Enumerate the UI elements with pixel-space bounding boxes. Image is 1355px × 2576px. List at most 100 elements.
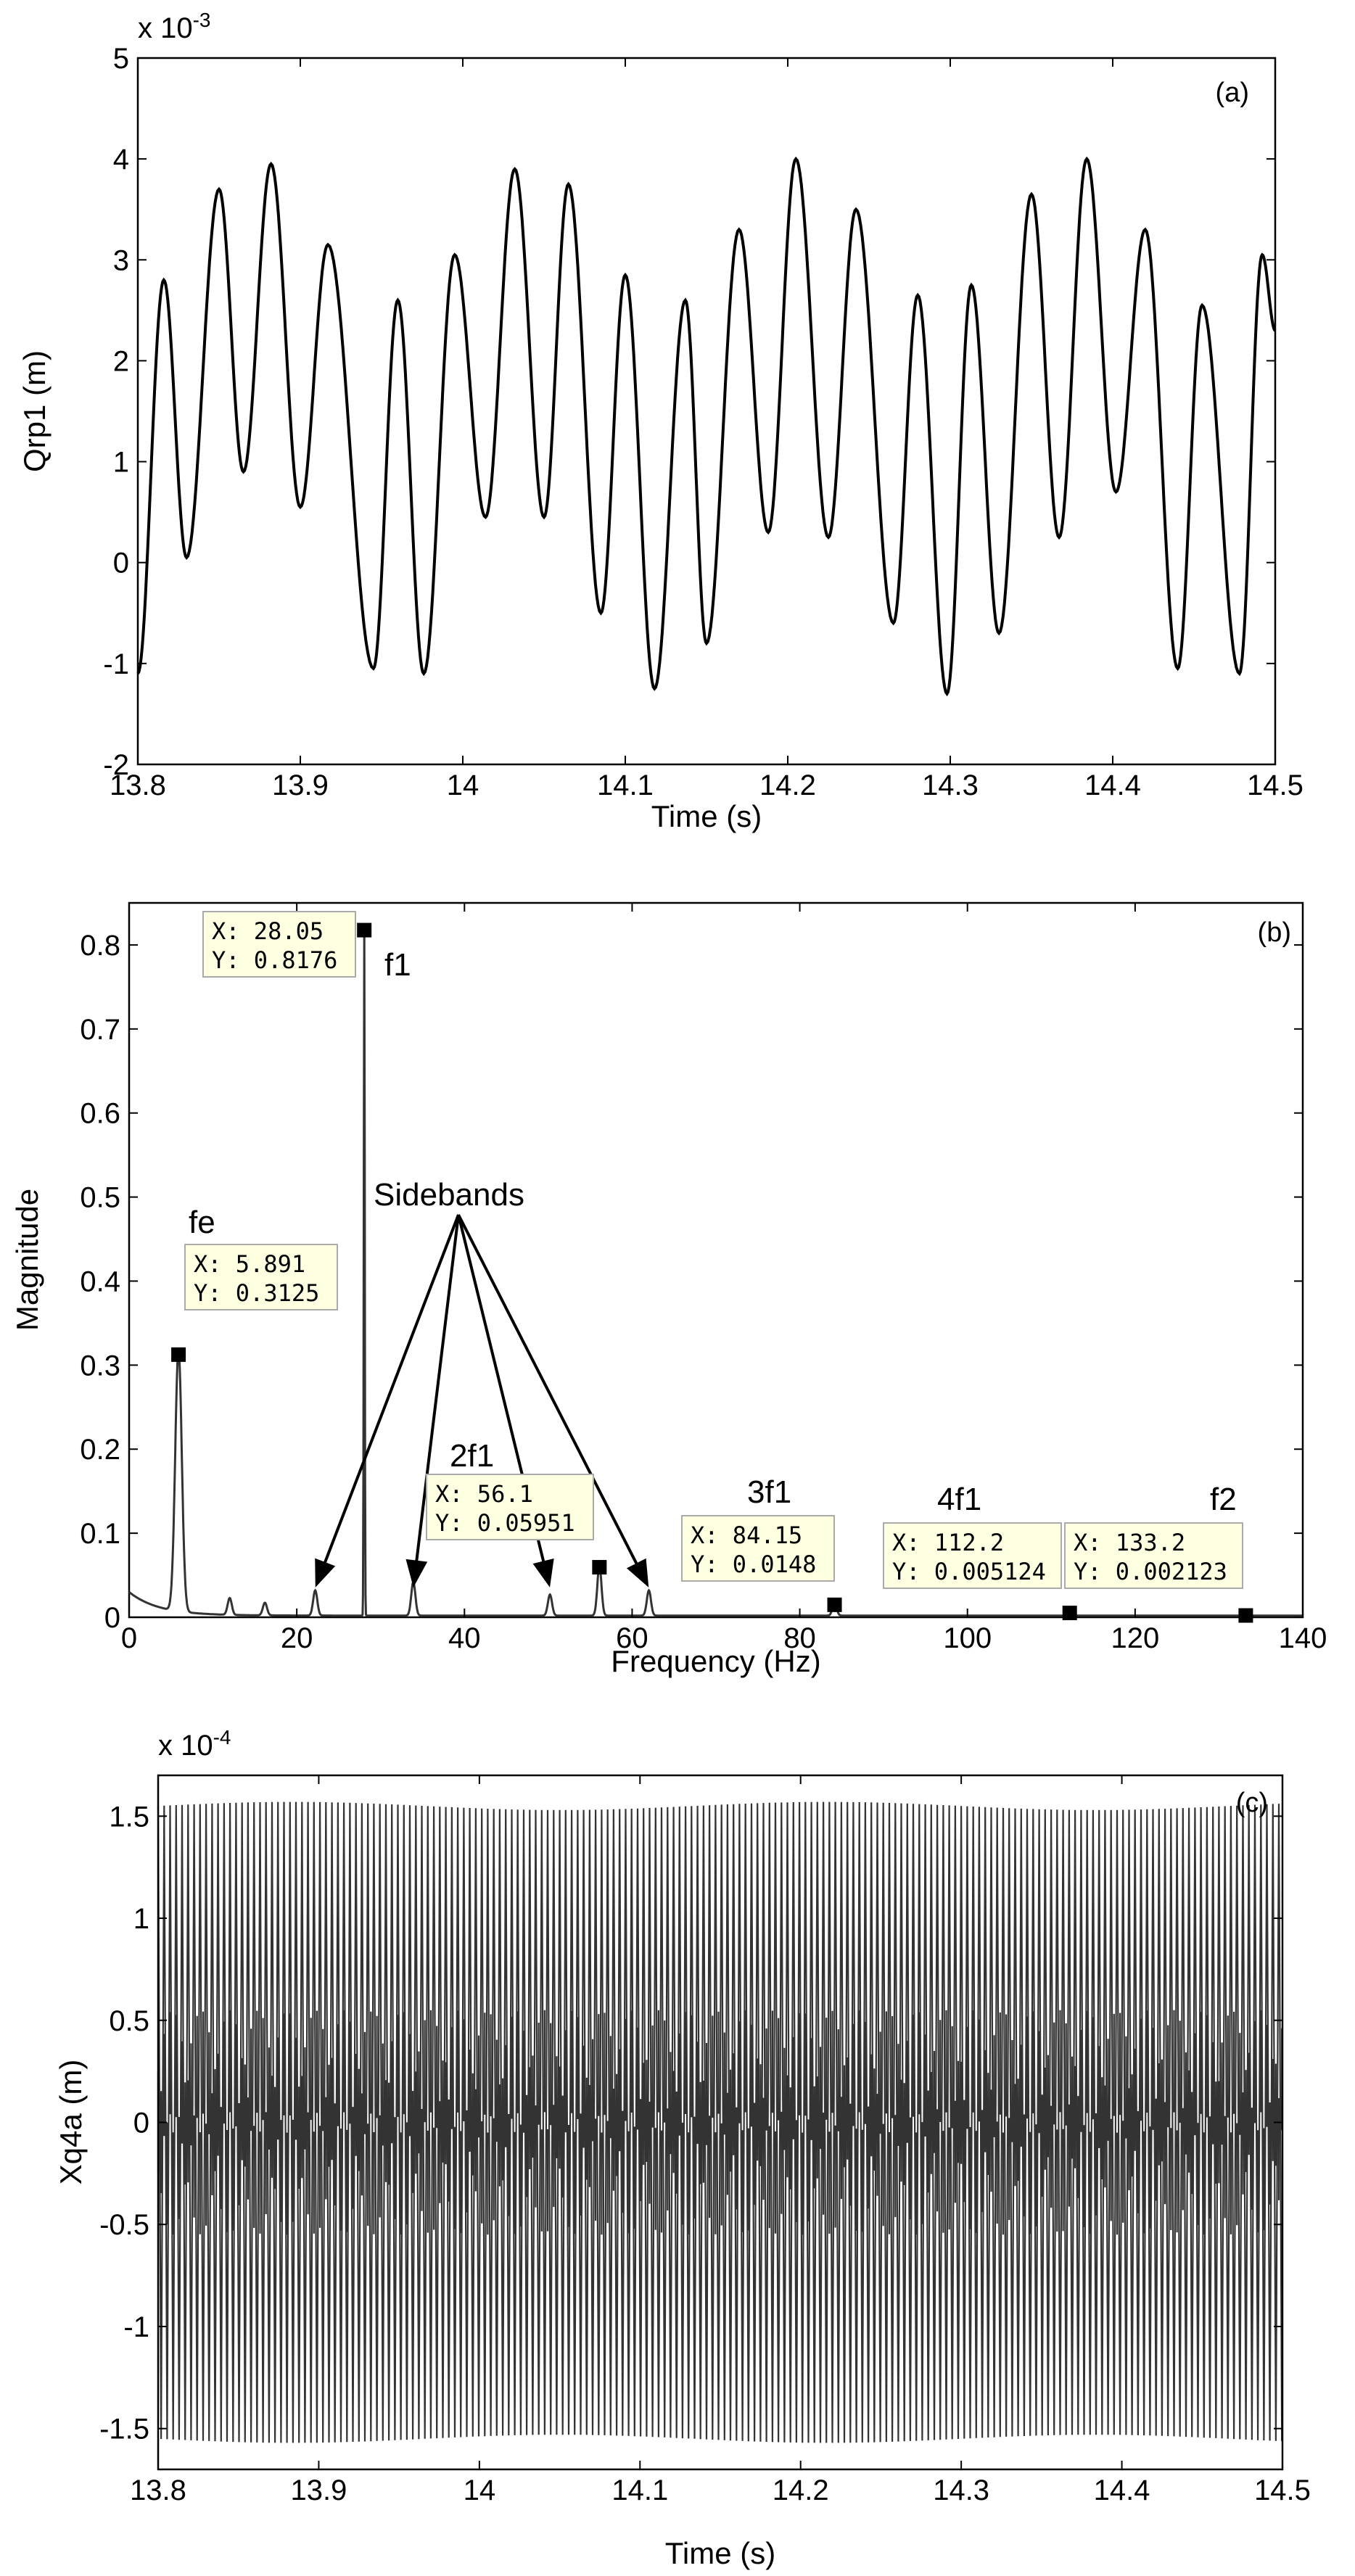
datatip-2f1-y: Y: 0.05951 (435, 1509, 575, 1537)
y-tick-label: 0 (113, 548, 129, 579)
datatip-f2-box (1064, 1522, 1243, 1589)
x-tick-label: 140 (1279, 1622, 1327, 1654)
datatip-fe-x: X: 5.891 (194, 1250, 305, 1278)
datatip-f1[interactable]: X: 28.05 Y: 0.8176 (202, 911, 356, 978)
y-tick-label: -1.5 (99, 2414, 149, 2445)
datatip-marker[interactable] (357, 922, 372, 938)
plot-frame-a (136, 57, 1277, 766)
y-tick-label: 1 (113, 447, 129, 479)
y-tick-label: 0.1 (80, 1518, 120, 1550)
x-tick-label: 14.1 (597, 769, 654, 801)
datatip-4f1-y: Y: 0.005124 (892, 1558, 1046, 1585)
datatip-4f1[interactable]: X: 112.2 Y: 0.005124 (883, 1522, 1062, 1589)
y-tick-label: -1 (103, 648, 129, 680)
x-axis-label-b: Frequency (Hz) (611, 1644, 820, 1678)
x-axis-label-a: Time (s) (651, 799, 762, 833)
x-tick-label: 120 (1111, 1622, 1159, 1654)
y-tick-label: 2 (113, 345, 129, 377)
y-tick-label: 3 (113, 244, 129, 276)
datatip-fe[interactable]: X: 5.891 Y: 0.3125 (184, 1244, 338, 1310)
datatip-marker[interactable] (827, 1597, 842, 1612)
x-tick-label: 40 (448, 1622, 481, 1654)
sideband-arrow (319, 1214, 460, 1574)
series-c-line (157, 1801, 1283, 2443)
annotation-f1: f1 (384, 947, 411, 983)
datatip-3f1-x: X: 84.15 (691, 1522, 802, 1549)
y-tick-label: 1.5 (109, 1801, 149, 1833)
y-tick-label: 0.6 (80, 1098, 120, 1130)
x-tick-label: 14.3 (933, 2474, 989, 2506)
y-axis-label-c: Xq4a (m) (54, 2060, 88, 2185)
panel-label-b: (b) (1258, 917, 1291, 948)
datatip-3f1-box (681, 1515, 835, 1582)
y-axis-label-a: Qrp1 (m) (17, 350, 52, 472)
datatip-2f1-x: X: 56.1 (435, 1480, 533, 1508)
panel-label-a: (a) (1216, 78, 1249, 108)
datatip-4f1-x: X: 112.2 (892, 1529, 1004, 1556)
y-tick-label: 0 (133, 2108, 149, 2139)
datatip-4f1-box (883, 1522, 1062, 1589)
panel-label-c: (c) (1236, 1788, 1268, 1818)
datatip-fe-y: Y: 0.3125 (194, 1279, 319, 1307)
datatip-marker[interactable] (1062, 1606, 1077, 1621)
annotation-sidebands: Sidebands (374, 1177, 524, 1213)
y-tick-label: 0.2 (80, 1434, 120, 1466)
annotation-f2: f2 (1210, 1482, 1237, 1517)
spectrum-line (128, 928, 1303, 1617)
plot-frame-b (128, 901, 1304, 1619)
x-tick-label: 14 (447, 769, 479, 801)
datatip-fe-box (184, 1244, 338, 1310)
y-tick-label: 0.5 (80, 1182, 120, 1214)
y-tick-label: 0.5 (109, 2005, 149, 2037)
datatip-f2[interactable]: X: 133.2 Y: 0.002123 (1064, 1522, 1243, 1589)
y-tick-label: -2 (103, 749, 129, 781)
x-tick-label: 0 (121, 1622, 137, 1654)
series-a-line (136, 156, 1277, 697)
datatip-marker[interactable] (1238, 1608, 1253, 1623)
x-tick-label: 14.4 (1094, 2474, 1150, 2506)
y-tick-label: 0.3 (80, 1350, 120, 1382)
x-tick-label: 13.8 (110, 769, 166, 801)
datatip-f2-x: X: 133.2 (1074, 1529, 1185, 1556)
panel-b: 0 20 40 60 80 100 120 140 0 0.1 0.2 0.3 0.4 0.5 0.6 0.… (10, 901, 1327, 1678)
datatip-f1-x: X: 28.05 (212, 917, 324, 945)
y-tick-label: 0.7 (80, 1014, 120, 1046)
sideband-arrowhead (315, 1558, 336, 1588)
datatip-f1-box (202, 911, 356, 978)
y-tick-label: -1 (123, 2311, 149, 2343)
y-tick-label: 0.8 (80, 930, 120, 962)
x-tick-label: 13.9 (272, 769, 329, 801)
y-tick-label: 0 (104, 1602, 120, 1634)
x-tick-label: 14.3 (922, 769, 979, 801)
y-tick-label: 5 (113, 43, 129, 75)
y-axis-label-b: Magnitude (10, 1189, 44, 1331)
annotation-fe: fe (189, 1205, 215, 1240)
x-tick-label: 100 (943, 1622, 992, 1654)
x-tick-label: 14.1 (611, 2474, 668, 2506)
annotation-3f1: 3f1 (747, 1474, 791, 1510)
sideband-arrow (413, 1214, 460, 1572)
datatip-marker[interactable] (592, 1560, 607, 1575)
y-tick-label: -0.5 (99, 2209, 149, 2241)
x-tick-label: 20 (281, 1622, 313, 1654)
y-tick-label: 0.4 (80, 1266, 120, 1297)
exponent-label-a: x 10-3 (138, 9, 211, 45)
x-tick-label: 60 (616, 1622, 648, 1654)
x-tick-label: 13.8 (130, 2474, 186, 2506)
datatip-2f1[interactable]: X: 56.1 Y: 0.05951 (426, 1474, 594, 1540)
datatip-marker[interactable] (171, 1347, 186, 1362)
x-tick-label: 14.2 (773, 2474, 829, 2506)
datatip-2f1-box (426, 1474, 594, 1540)
x-tick-label: 14.4 (1084, 769, 1141, 801)
datatip-3f1-y: Y: 0.0148 (691, 1551, 816, 1578)
datatip-f1-y: Y: 0.8176 (212, 946, 337, 974)
datatip-3f1[interactable]: X: 84.15 Y: 0.0148 (681, 1515, 835, 1582)
panel-c: 13.8 13.9 14 14.1 14.2 14.3 14.4 14.5 -1.5 -1 -0.… (54, 1726, 1311, 2571)
x-tick-label: 14.5 (1247, 769, 1303, 801)
x-tick-label: 80 (783, 1622, 816, 1654)
annotation-2f1: 2f1 (450, 1438, 494, 1474)
exponent-label-c: x 10-4 (158, 1726, 231, 1762)
panel-a: 13.8 13.9 14 14.1 14.2 14.3 14.4 14.5 -2 -1 0 1 2 3 4… (17, 9, 1303, 834)
x-tick-label: 14.2 (759, 769, 816, 801)
